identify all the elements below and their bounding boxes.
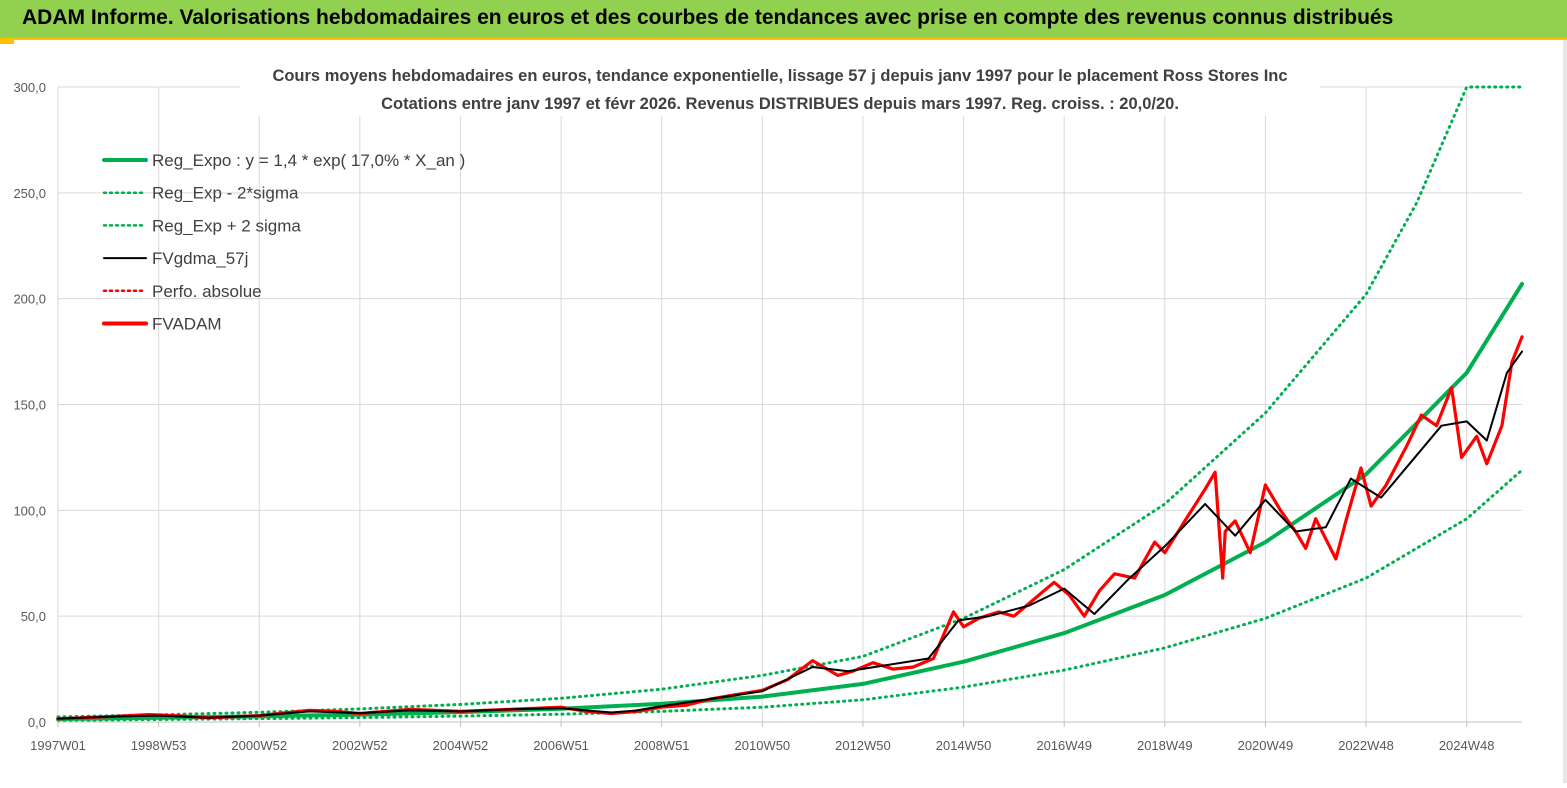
x-tick-label: 2024W48 xyxy=(1439,738,1495,753)
legend-label: FVgdma_57j xyxy=(152,249,248,268)
accent-marker xyxy=(0,40,14,44)
x-tick-label: 2010W50 xyxy=(735,738,791,753)
x-tick-label: 2020W49 xyxy=(1238,738,1294,753)
y-tick-label: 0,0 xyxy=(28,715,46,730)
title-banner: ADAM Informe. Valorisations hebdomadaire… xyxy=(0,0,1567,40)
line-chart: 0,0 50,0 100,0 150,0 200,0 250,0 300,0 1997W01… xyxy=(13,60,1524,753)
y-tick-label: 50,0 xyxy=(21,609,46,624)
series-line-1 xyxy=(56,468,1524,722)
x-tick-label: 2006W51 xyxy=(533,738,589,753)
y-tick-label: 200,0 xyxy=(13,292,46,307)
x-tick-label: 2008W51 xyxy=(634,738,690,753)
legend-label: Reg_Expo : y = 1,4 * exp( 17,0% * X_an ) xyxy=(152,151,465,170)
y-tick-label: 100,0 xyxy=(13,503,46,518)
legend-label: Reg_Exp - 2*sigma xyxy=(152,184,299,203)
y-axis: 0,0 50,0 100,0 150,0 200,0 250,0 300,0 xyxy=(13,80,46,730)
banner-title: ADAM Informe. Valorisations hebdomadaire… xyxy=(22,6,1394,29)
y-tick-label: 300,0 xyxy=(13,80,46,95)
chart-title: Cours moyens hebdomadaires en euros, ten… xyxy=(272,67,1287,85)
series-layer xyxy=(56,85,1524,722)
x-tick-label: 2012W50 xyxy=(835,738,891,753)
x-tick-label: 2014W50 xyxy=(936,738,992,753)
chart-subtitle: Cotations entre janv 1997 et févr 2026. … xyxy=(381,95,1179,113)
x-tick-label: 1998W53 xyxy=(131,738,187,753)
x-tick-label: 2022W48 xyxy=(1338,738,1394,753)
y-tick-label: 150,0 xyxy=(13,398,46,413)
x-tick-label: 2002W52 xyxy=(332,738,388,753)
y-tick-label: 250,0 xyxy=(13,186,46,201)
chart-frame: 0,0 50,0 100,0 150,0 200,0 250,0 300,0 1997W01… xyxy=(0,40,1567,783)
series-line-2 xyxy=(56,85,1524,719)
series-line-0 xyxy=(56,281,1524,721)
legend-label: Reg_Exp + 2 sigma xyxy=(152,216,301,235)
title-backdrop xyxy=(240,60,1320,116)
legend: Reg_Expo : y = 1,4 * exp( 17,0% * X_an )… xyxy=(102,151,465,334)
legend-label: FVADAM xyxy=(152,315,222,334)
legend-label: Perfo. absolue xyxy=(152,282,262,301)
series-line-3 xyxy=(57,350,1523,720)
x-tick-label: 1997W01 xyxy=(30,738,86,753)
x-tick-label: 2000W52 xyxy=(231,738,287,753)
x-axis: 1997W01 1998W53 2000W52 2002W52 2004W52 2006W… xyxy=(30,721,1522,753)
x-tick-label: 2004W52 xyxy=(433,738,489,753)
series-line-5 xyxy=(56,335,1524,721)
x-tick-label: 2016W49 xyxy=(1036,738,1092,753)
chart-grid xyxy=(57,86,1522,723)
x-tick-label: 2018W49 xyxy=(1137,738,1193,753)
right-edge-bar xyxy=(1563,40,1567,783)
